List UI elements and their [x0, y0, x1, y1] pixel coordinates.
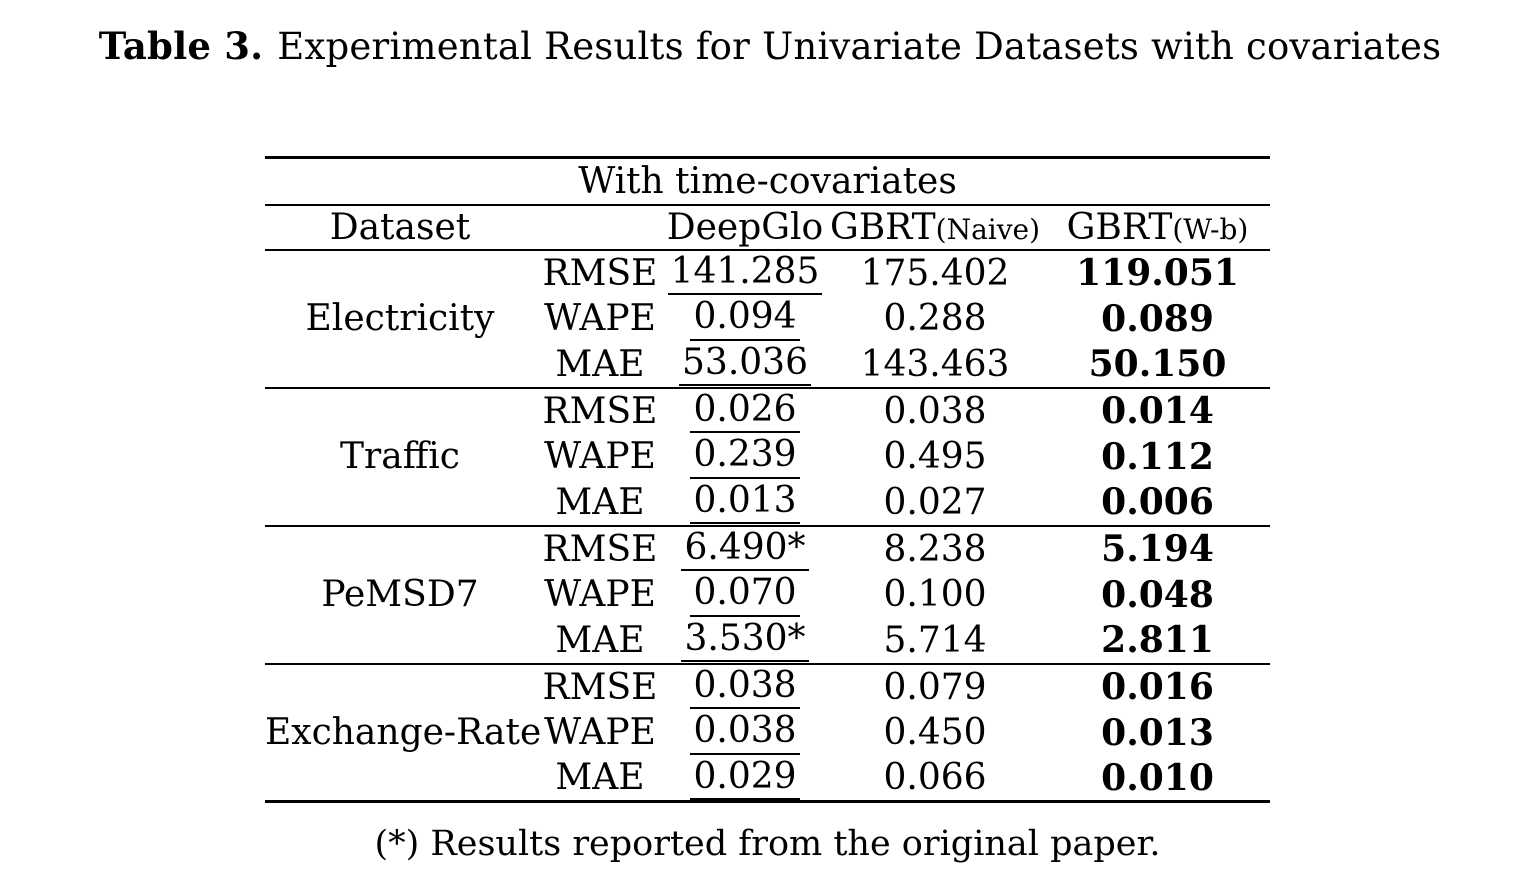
gbrt-wb-value-cell: 0.014	[1045, 386, 1271, 434]
gbrt-wb-value-cell: 0.013	[1101, 711, 1214, 754]
dataset-name-cell: PeMSD7	[265, 524, 535, 664]
dataset-name-cell: Exchange-Rate	[265, 662, 541, 802]
table-row: Traffic RMSE 0.026 0.038 0.014	[265, 386, 1271, 526]
underlined-value: 0.094	[690, 298, 800, 341]
deepglo-value-cell: 6.490*	[665, 524, 825, 572]
metric-cell: MAE	[555, 619, 645, 661]
gbrt-naive-value-cell: 0.450	[883, 712, 987, 753]
underlined-value: 53.036	[679, 343, 811, 387]
table-row: WAPE 0.070 0.100 0.048	[265, 572, 1270, 618]
results-table: With time-covariates Dataset DeepGlo GBR…	[265, 156, 1271, 804]
underlined-value: 0.013	[690, 481, 800, 525]
deepglo-value-cell: 0.013	[665, 480, 825, 526]
table-row: WAPE 0.239 0.495 0.112	[265, 434, 1270, 480]
table-row: PeMSD7 RMSE 6.490* 8.238 5.194	[265, 524, 1271, 664]
deepglo-value-cell: 0.239	[665, 434, 825, 480]
col-header-metric-empty	[535, 204, 665, 251]
span-header: With time-covariates	[265, 157, 1271, 206]
underlined-value: 0.026	[690, 390, 800, 434]
gbrt-naive-value-cell: 0.027	[883, 481, 987, 523]
gbrt-naive-value-cell: 0.079	[825, 662, 1045, 710]
col-header-gbrt-wb: GBRT(W-b)	[1045, 204, 1271, 251]
gbrt-wb-value-cell: 119.051	[1076, 252, 1239, 294]
table-row: WAPE 0.038 0.450 0.013	[265, 710, 1270, 756]
underlined-value: 0.038	[690, 666, 800, 710]
col-header-deepglo: DeepGlo	[665, 204, 825, 251]
metric-cell: RMSE	[535, 662, 665, 710]
gbrt-naive-value-cell: 0.038	[825, 386, 1045, 434]
gbrt-naive-value-cell: 0.066	[883, 757, 987, 799]
table-row: MAE 3.530* 5.714 2.811	[265, 618, 1270, 664]
table-row: WAPE 0.094 0.288 0.089	[265, 296, 1270, 342]
underlined-value: 0.029	[690, 757, 800, 801]
table-caption-text: Experimental Results for Univariate Data…	[277, 25, 1442, 68]
gbrt-naive-value-cell: 0.100	[883, 574, 987, 615]
deepglo-value-cell: 0.094	[665, 296, 825, 342]
deepglo-value-cell: 53.036	[665, 342, 825, 388]
table-row: MAE 0.013 0.027 0.006	[265, 480, 1270, 526]
gbrt-wb-value-cell: 0.112	[1101, 435, 1214, 478]
underlined-value: 6.490*	[681, 528, 809, 572]
metric-cell: WAPE	[544, 712, 656, 753]
deepglo-value-cell: 0.026	[665, 386, 825, 434]
gbrt-naive-value-cell: 143.463	[860, 343, 1010, 385]
table-footnote: (*) Results reported from the original p…	[374, 824, 1161, 864]
gbrt-naive-value-cell: 0.495	[883, 436, 987, 477]
table-row: Electricity RMSE 141.285 175.402 119.051	[265, 250, 1270, 339]
gbrt-wb-value-cell: 0.089	[1101, 297, 1214, 340]
deepglo-value-cell: 3.530*	[665, 618, 825, 664]
page-title: Table 3. Experimental Results for Univari…	[0, 24, 1540, 68]
span-header-row: With time-covariates	[265, 157, 1271, 206]
gbrt-wb-value-cell: 0.048	[1101, 573, 1214, 616]
underlined-value: 141.285	[667, 252, 823, 296]
gbrt-naive-value-cell: 0.288	[883, 298, 987, 339]
metric-cell: WAPE	[544, 574, 656, 615]
metric-cell: WAPE	[544, 298, 656, 339]
gbrt-wb-base: GBRT	[1066, 206, 1173, 248]
metric-cell: MAE	[555, 343, 645, 385]
metric-cell: RMSE	[535, 524, 665, 572]
table-row: MAE 53.036 143.463 50.150	[265, 342, 1270, 388]
gbrt-naive-value-cell: 8.238	[825, 524, 1045, 572]
dataset-name-cell: Traffic	[265, 386, 535, 526]
gbrt-naive-variant: (Naive)	[935, 212, 1041, 246]
gbrt-naive-value-cell: 5.714	[883, 619, 987, 661]
underlined-value: 3.530*	[681, 619, 809, 663]
table-body: Electricity RMSE 141.285 175.402 119.051 WAPE…	[265, 250, 1271, 802]
gbrt-wb-value-cell: 5.194	[1045, 524, 1271, 572]
metric-cell: RMSE	[535, 386, 665, 434]
column-header-row: Dataset DeepGlo GBRT(Naive) GBRT(W-b)	[265, 204, 1271, 251]
gbrt-wb-variant: (W-b)	[1172, 212, 1249, 246]
table-row: MAE 0.029 0.066 0.010	[265, 756, 1270, 802]
table-number-label: Table 3.	[98, 24, 264, 68]
gbrt-wb-value-cell: 0.010	[1101, 756, 1214, 799]
gbrt-naive-base: GBRT	[829, 206, 936, 248]
metric-cell: MAE	[555, 757, 645, 799]
metric-cell: RMSE	[542, 252, 658, 294]
metric-cell: WAPE	[544, 436, 656, 477]
metric-cell: MAE	[555, 481, 645, 523]
underlined-value: 0.038	[690, 712, 800, 755]
col-header-gbrt-naive: GBRT(Naive)	[825, 204, 1045, 251]
underlined-value: 0.070	[690, 574, 800, 617]
table-row: Exchange-Rate RMSE 0.038 0.079 0.016	[265, 662, 1271, 802]
gbrt-wb-value-cell: 50.150	[1088, 343, 1227, 385]
gbrt-wb-value-cell: 0.016	[1045, 662, 1271, 710]
deepglo-value-cell: 0.029	[665, 756, 825, 802]
underlined-value: 0.239	[690, 436, 800, 479]
deepglo-value-cell: 0.070	[665, 572, 825, 618]
gbrt-naive-value-cell: 175.402	[860, 252, 1010, 294]
deepglo-value-cell: 0.038	[665, 710, 825, 756]
gbrt-wb-value-cell: 0.006	[1101, 481, 1214, 523]
deepglo-value-cell: 0.038	[665, 662, 825, 710]
col-header-dataset: Dataset	[265, 204, 535, 251]
results-table-container: With time-covariates Dataset DeepGlo GBR…	[265, 156, 1271, 804]
deepglo-value-cell: 141.285	[665, 250, 825, 296]
gbrt-wb-value-cell: 2.811	[1101, 619, 1214, 661]
dataset-name-cell: Electricity	[305, 298, 495, 339]
